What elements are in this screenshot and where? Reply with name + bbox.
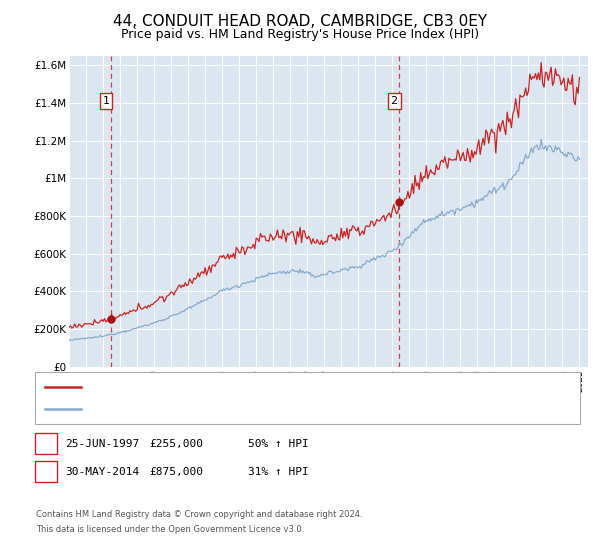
Text: Contains HM Land Registry data © Crown copyright and database right 2024.: Contains HM Land Registry data © Crown c…: [36, 510, 362, 519]
Text: 30-MAY-2014: 30-MAY-2014: [65, 466, 139, 477]
Text: 1: 1: [103, 96, 110, 106]
Text: 50% ↑ HPI: 50% ↑ HPI: [248, 438, 308, 449]
Text: 31% ↑ HPI: 31% ↑ HPI: [248, 466, 308, 477]
Text: 44, CONDUIT HEAD ROAD, CAMBRIDGE, CB3 0EY: 44, CONDUIT HEAD ROAD, CAMBRIDGE, CB3 0E…: [113, 14, 487, 29]
Text: HPI: Average price, detached house, Cambridge: HPI: Average price, detached house, Camb…: [87, 404, 322, 414]
Text: 2: 2: [43, 466, 49, 477]
Text: This data is licensed under the Open Government Licence v3.0.: This data is licensed under the Open Gov…: [36, 525, 304, 534]
Text: £875,000: £875,000: [149, 466, 203, 477]
Text: £255,000: £255,000: [149, 438, 203, 449]
Text: 2: 2: [391, 96, 398, 106]
Text: 1: 1: [43, 438, 49, 449]
Text: 44, CONDUIT HEAD ROAD, CAMBRIDGE, CB3 0EY (detached house): 44, CONDUIT HEAD ROAD, CAMBRIDGE, CB3 0E…: [87, 382, 415, 392]
Text: 25-JUN-1997: 25-JUN-1997: [65, 438, 139, 449]
Text: Price paid vs. HM Land Registry's House Price Index (HPI): Price paid vs. HM Land Registry's House …: [121, 28, 479, 41]
